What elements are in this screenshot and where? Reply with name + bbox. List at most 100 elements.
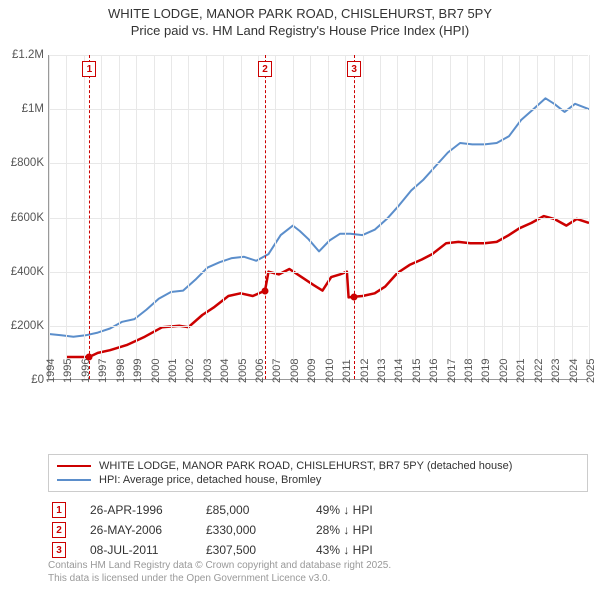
gridline-vertical: [49, 55, 50, 379]
gridline-vertical: [171, 55, 172, 379]
x-tick-label: 2018: [463, 359, 475, 383]
gridline-vertical: [223, 55, 224, 379]
gridline-vertical: [415, 55, 416, 379]
gridline-vertical: [275, 55, 276, 379]
annotation-price: £307,500: [206, 543, 316, 557]
gridline-vertical: [467, 55, 468, 379]
y-tick-label: £200K: [11, 320, 49, 332]
marker-dot-1: [86, 353, 93, 360]
legend-item: WHITE LODGE, MANOR PARK ROAD, CHISLEHURS…: [57, 459, 579, 473]
annotation-pct: 49% ↓ HPI: [316, 503, 436, 517]
annotation-row: 226-MAY-2006£330,00028% ↓ HPI: [48, 520, 588, 540]
gridline-vertical: [537, 55, 538, 379]
gridline-vertical: [258, 55, 259, 379]
x-tick-label: 2016: [428, 359, 440, 383]
y-tick-label: £600K: [11, 212, 49, 224]
x-tick-label: 2004: [219, 359, 231, 383]
annotation-date: 26-APR-1996: [66, 503, 206, 517]
marker-line-3: [354, 55, 355, 379]
footer-line-2: This data is licensed under the Open Gov…: [48, 573, 391, 586]
chart-area: £0£200K£400K£600K£800K£1M£1.2M1994199519…: [48, 55, 588, 415]
annotation-row: 126-APR-1996£85,00049% ↓ HPI: [48, 500, 588, 520]
marker-badge-2: 2: [258, 61, 272, 77]
gridline-horizontal: [49, 218, 588, 219]
x-tick-label: 2005: [237, 359, 249, 383]
x-tick-label: 1994: [45, 359, 57, 383]
chart-container: WHITE LODGE, MANOR PARK ROAD, CHISLEHURS…: [0, 0, 600, 590]
x-tick-label: 2008: [289, 359, 301, 383]
gridline-vertical: [502, 55, 503, 379]
gridline-vertical: [101, 55, 102, 379]
x-tick-label: 2011: [341, 359, 353, 383]
gridline-vertical: [397, 55, 398, 379]
footer-line-1: Contains HM Land Registry data © Crown c…: [48, 560, 391, 573]
legend-box: WHITE LODGE, MANOR PARK ROAD, CHISLEHURS…: [48, 454, 588, 492]
y-tick-label: £400K: [11, 266, 49, 278]
gridline-vertical: [345, 55, 346, 379]
x-tick-label: 2009: [306, 359, 318, 383]
x-tick-label: 2000: [150, 359, 162, 383]
annotation-pct: 43% ↓ HPI: [316, 543, 436, 557]
gridline-horizontal: [49, 55, 588, 56]
title-block: WHITE LODGE, MANOR PARK ROAD, CHISLEHURS…: [0, 0, 600, 40]
gridline-vertical: [363, 55, 364, 379]
title-line-2: Price paid vs. HM Land Registry's House …: [0, 23, 600, 40]
x-tick-label: 2013: [376, 359, 388, 383]
gridline-vertical: [66, 55, 67, 379]
annotation-badge: 2: [52, 522, 66, 538]
legend-swatch: [57, 465, 91, 467]
gridline-vertical: [310, 55, 311, 379]
x-tick-label: 2025: [585, 359, 597, 383]
gridline-vertical: [206, 55, 207, 379]
gridline-vertical: [328, 55, 329, 379]
legend-item: HPI: Average price, detached house, Brom…: [57, 473, 579, 487]
annotation-date: 08-JUL-2011: [66, 543, 206, 557]
x-tick-label: 1995: [62, 359, 74, 383]
x-tick-label: 2003: [202, 359, 214, 383]
annotation-badge: 3: [52, 542, 66, 558]
annotation-pct: 28% ↓ HPI: [316, 523, 436, 537]
x-tick-label: 2002: [184, 359, 196, 383]
x-tick-label: 1998: [115, 359, 127, 383]
gridline-vertical: [572, 55, 573, 379]
x-tick-label: 2022: [533, 359, 545, 383]
x-tick-label: 2007: [271, 359, 283, 383]
gridline-vertical: [136, 55, 137, 379]
gridline-vertical: [154, 55, 155, 379]
annotation-row: 308-JUL-2011£307,50043% ↓ HPI: [48, 540, 588, 560]
x-tick-label: 2023: [550, 359, 562, 383]
annotation-table: 126-APR-1996£85,00049% ↓ HPI226-MAY-2006…: [48, 500, 588, 560]
gridline-horizontal: [49, 163, 588, 164]
gridline-vertical: [241, 55, 242, 379]
gridline-vertical: [589, 55, 590, 379]
marker-badge-3: 3: [347, 61, 361, 77]
x-tick-label: 2019: [480, 359, 492, 383]
x-tick-label: 1999: [132, 359, 144, 383]
x-tick-label: 2012: [359, 359, 371, 383]
annotation-price: £330,000: [206, 523, 316, 537]
gridline-vertical: [380, 55, 381, 379]
y-tick-label: £1M: [22, 103, 49, 115]
annotation-date: 26-MAY-2006: [66, 523, 206, 537]
plot-region: £0£200K£400K£600K£800K£1M£1.2M1994199519…: [48, 55, 588, 380]
x-tick-label: 2021: [515, 359, 527, 383]
gridline-horizontal: [49, 326, 588, 327]
y-tick-label: £800K: [11, 157, 49, 169]
marker-dot-3: [351, 293, 358, 300]
y-tick-label: £1.2M: [12, 49, 49, 61]
gridline-vertical: [519, 55, 520, 379]
legend-label: WHITE LODGE, MANOR PARK ROAD, CHISLEHURS…: [99, 460, 512, 472]
gridline-vertical: [188, 55, 189, 379]
x-tick-label: 2014: [393, 359, 405, 383]
x-tick-label: 2010: [324, 359, 336, 383]
gridline-vertical: [484, 55, 485, 379]
gridline-vertical: [119, 55, 120, 379]
x-tick-label: 2001: [167, 359, 179, 383]
marker-badge-1: 1: [82, 61, 96, 77]
gridline-vertical: [432, 55, 433, 379]
title-line-1: WHITE LODGE, MANOR PARK ROAD, CHISLEHURS…: [0, 6, 600, 23]
marker-line-1: [89, 55, 90, 379]
gridline-horizontal: [49, 109, 588, 110]
x-tick-label: 2015: [411, 359, 423, 383]
gridline-vertical: [293, 55, 294, 379]
